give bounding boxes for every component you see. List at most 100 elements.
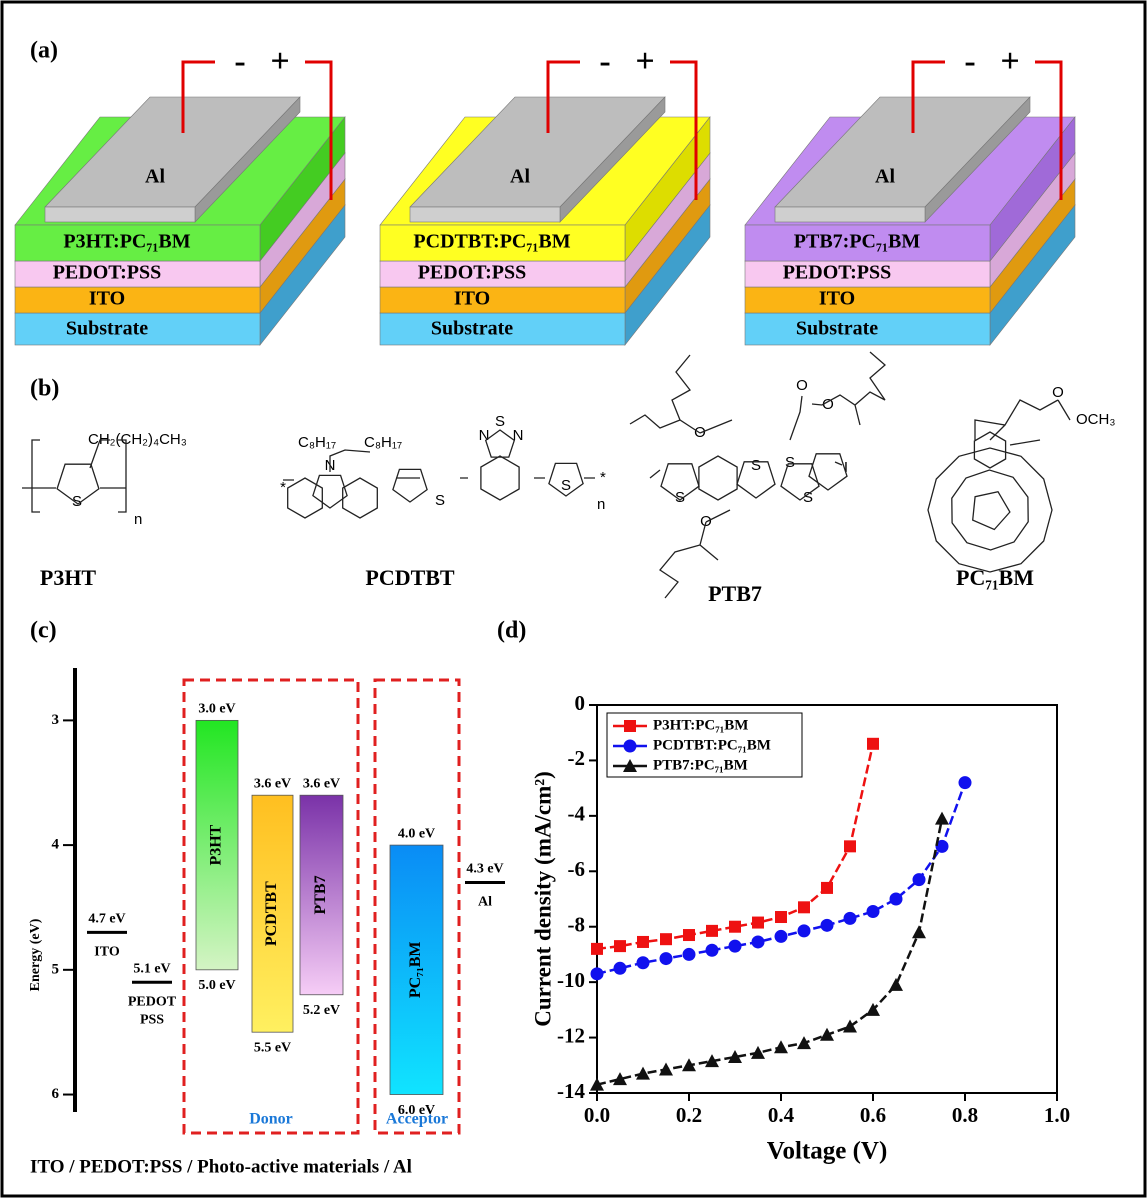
series xyxy=(590,812,949,1091)
molecule-name: P3HT xyxy=(40,565,97,590)
y-tick-label: -8 xyxy=(568,913,586,937)
marker xyxy=(959,776,972,789)
layer-front xyxy=(410,207,560,222)
marker xyxy=(867,905,880,918)
panel-b: CH₂(CH₂)₄CH₃ S n C₈H₁₇ C₈H₁₇ N * S N S N… xyxy=(22,352,1115,606)
marker xyxy=(729,940,742,953)
y-axis-label: Current density (mA/cm²) xyxy=(530,771,555,1027)
bond-ring xyxy=(952,470,1028,550)
atom: C₈H₁₇ xyxy=(364,434,402,451)
bond-ring xyxy=(343,478,378,518)
panel-label: (a) xyxy=(30,38,58,64)
panel-label: (d) xyxy=(497,618,526,644)
atom: S xyxy=(751,457,761,474)
series-line xyxy=(597,783,965,974)
layer-front xyxy=(380,287,625,313)
layer-label: PCDTBT:PC₇₁BM xyxy=(413,231,570,253)
layer-label: Al xyxy=(145,166,165,188)
bonds xyxy=(22,352,1070,598)
atom: n xyxy=(134,511,142,528)
marker xyxy=(752,917,764,929)
x-tick-label: 0.0 xyxy=(584,1103,610,1127)
bond-ring xyxy=(928,448,1052,572)
layer-label: PEDOT:PSS xyxy=(783,262,892,284)
layer-label: Substrate xyxy=(66,318,148,340)
marker xyxy=(637,936,649,948)
y-tick-label: 5 xyxy=(52,961,60,977)
level-value: 3.6 eV xyxy=(254,776,291,791)
marker xyxy=(889,978,903,991)
x-tick-label: 0.2 xyxy=(676,1103,702,1127)
y-tick-label: 0 xyxy=(575,691,586,715)
legend-label: P3HT:PC₇₁BM xyxy=(653,717,748,733)
marker xyxy=(913,873,926,886)
level-value: 5.5 eV xyxy=(254,1040,291,1055)
layer-label: P3HT:PC₇₁BM xyxy=(63,231,190,253)
x-tick-label: 0.6 xyxy=(860,1103,886,1127)
bond-ring xyxy=(313,475,347,508)
layer-label: ITO xyxy=(819,288,855,310)
polarity: - xyxy=(599,43,610,80)
level-value: 4.7 eV xyxy=(88,912,125,927)
marker xyxy=(775,930,788,943)
marker xyxy=(867,738,879,750)
polarity: - xyxy=(234,43,245,80)
level-value: 5.2 eV xyxy=(303,1003,340,1018)
marker xyxy=(935,812,949,825)
marker xyxy=(798,901,810,913)
marker xyxy=(821,919,834,932)
polarity: + xyxy=(270,43,289,80)
bond-ring xyxy=(481,456,519,500)
level-name: PEDOT xyxy=(128,995,177,1010)
x-tick-label: 0.8 xyxy=(952,1103,978,1127)
layer-label: ITO xyxy=(454,288,490,310)
level-value: 4.0 eV xyxy=(398,826,435,841)
y-tick-label: -2 xyxy=(568,746,586,770)
marker xyxy=(798,924,811,937)
layer-label: Al xyxy=(510,166,530,188)
caption: ITO / PEDOT:PSS / Photo-active materials… xyxy=(30,1156,412,1177)
y-tick-label: 3 xyxy=(52,712,60,728)
bond-ring xyxy=(973,492,1010,530)
panel-a: -+AlP3HT:PC₇₁BMPEDOT:PSSITOSubstrate-+Al… xyxy=(15,43,1075,345)
marker xyxy=(683,948,696,961)
device: -+AlPTB7:PC₇₁BMPEDOT:PSSITOSubstrate xyxy=(745,43,1075,345)
marker xyxy=(624,720,636,732)
bond-ring xyxy=(486,430,515,457)
panel-label: (c) xyxy=(30,618,57,644)
atom: n xyxy=(597,496,605,513)
marker xyxy=(844,840,856,852)
layer-front xyxy=(45,207,195,222)
axis-label: Energy (eV) xyxy=(28,918,43,991)
level-value: 3.0 eV xyxy=(198,702,235,717)
layer-label: PEDOT:PSS xyxy=(53,262,162,284)
marker xyxy=(614,940,626,952)
marker xyxy=(683,929,695,941)
marker xyxy=(752,935,765,948)
level-name: ITO xyxy=(94,945,120,960)
marker xyxy=(706,925,718,937)
layer-front xyxy=(15,287,260,313)
layer-label: Substrate xyxy=(431,318,513,340)
level-name: PSS xyxy=(140,1013,164,1028)
legend-label: PCDTBT:PC₇₁BM xyxy=(653,737,771,753)
marker xyxy=(660,952,673,965)
polarity: - xyxy=(964,43,975,80)
figure: (a) -+AlP3HT:PC₇₁BMPEDOT:PSSITOSubstrate… xyxy=(0,0,1147,1198)
atom: S xyxy=(561,477,571,494)
x-tick-label: 0.4 xyxy=(768,1103,795,1127)
layer-front xyxy=(745,287,990,313)
panel-c: 3456Energy (eV)4.7 eVITO5.1 eVPEDOTPSS4.… xyxy=(28,668,505,1133)
material-name: PTB7 xyxy=(312,875,329,914)
atom: * xyxy=(280,479,286,496)
group-label: Acceptor xyxy=(386,1111,448,1128)
marker xyxy=(637,956,650,969)
y-tick-label: 4 xyxy=(52,837,60,853)
level-name: Al xyxy=(478,895,492,910)
bond-ring xyxy=(781,464,819,500)
level-value: 3.6 eV xyxy=(303,776,340,791)
series xyxy=(591,776,972,980)
bond-ring xyxy=(699,456,737,500)
